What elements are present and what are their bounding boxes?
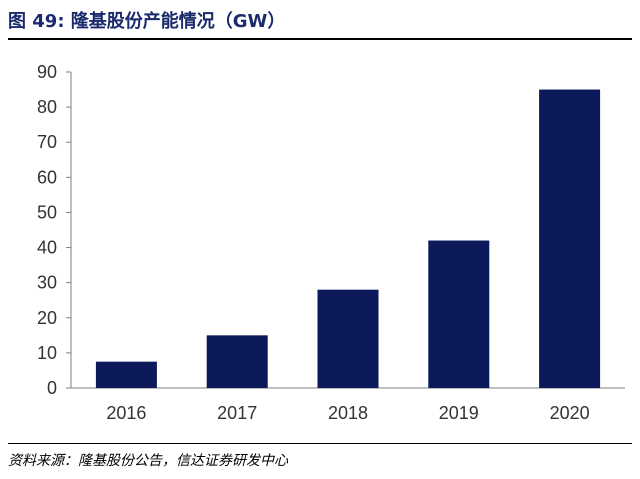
footer-divider — [8, 443, 632, 444]
bar-2019 — [428, 240, 490, 388]
y-tick-label: 0 — [47, 378, 57, 398]
y-tick-label: 50 — [37, 202, 57, 222]
chart-header: 图 49: 隆基股份产能情况（GW） — [8, 6, 632, 38]
y-tick-label: 70 — [37, 132, 57, 152]
y-tick-label: 80 — [37, 97, 57, 117]
bar-2016 — [95, 361, 157, 388]
y-tick-label: 40 — [37, 238, 57, 258]
x-tick-label: 2018 — [328, 403, 368, 423]
x-tick-label: 2016 — [106, 403, 146, 423]
bar-2017 — [206, 335, 268, 388]
x-tick-label: 2020 — [550, 403, 590, 423]
chart-svg: 0 10 20 30 40 50 60 70 80 90 2016 2017 2018 2019 2020 — [37, 62, 625, 423]
y-tick-label: 90 — [37, 62, 57, 82]
x-tick-label: 2019 — [439, 403, 479, 423]
bar-2020 — [539, 89, 601, 389]
bar-2018 — [317, 289, 379, 388]
source-note: 资料来源：隆基股份公告，信达证券研发中心 — [8, 453, 288, 469]
y-tick-label: 60 — [37, 167, 57, 187]
y-tick-label: 30 — [37, 273, 57, 293]
y-tick-label: 20 — [37, 308, 57, 328]
x-tick-label: 2017 — [217, 403, 257, 423]
figure-title: 图 49: 隆基股份产能情况（GW） — [8, 11, 286, 32]
bar-chart: 0 10 20 30 40 50 60 70 80 90 2016 2017 2018 2019 2020 — [0, 42, 640, 442]
y-tick-label: 10 — [37, 343, 57, 363]
title-divider — [8, 38, 632, 40]
